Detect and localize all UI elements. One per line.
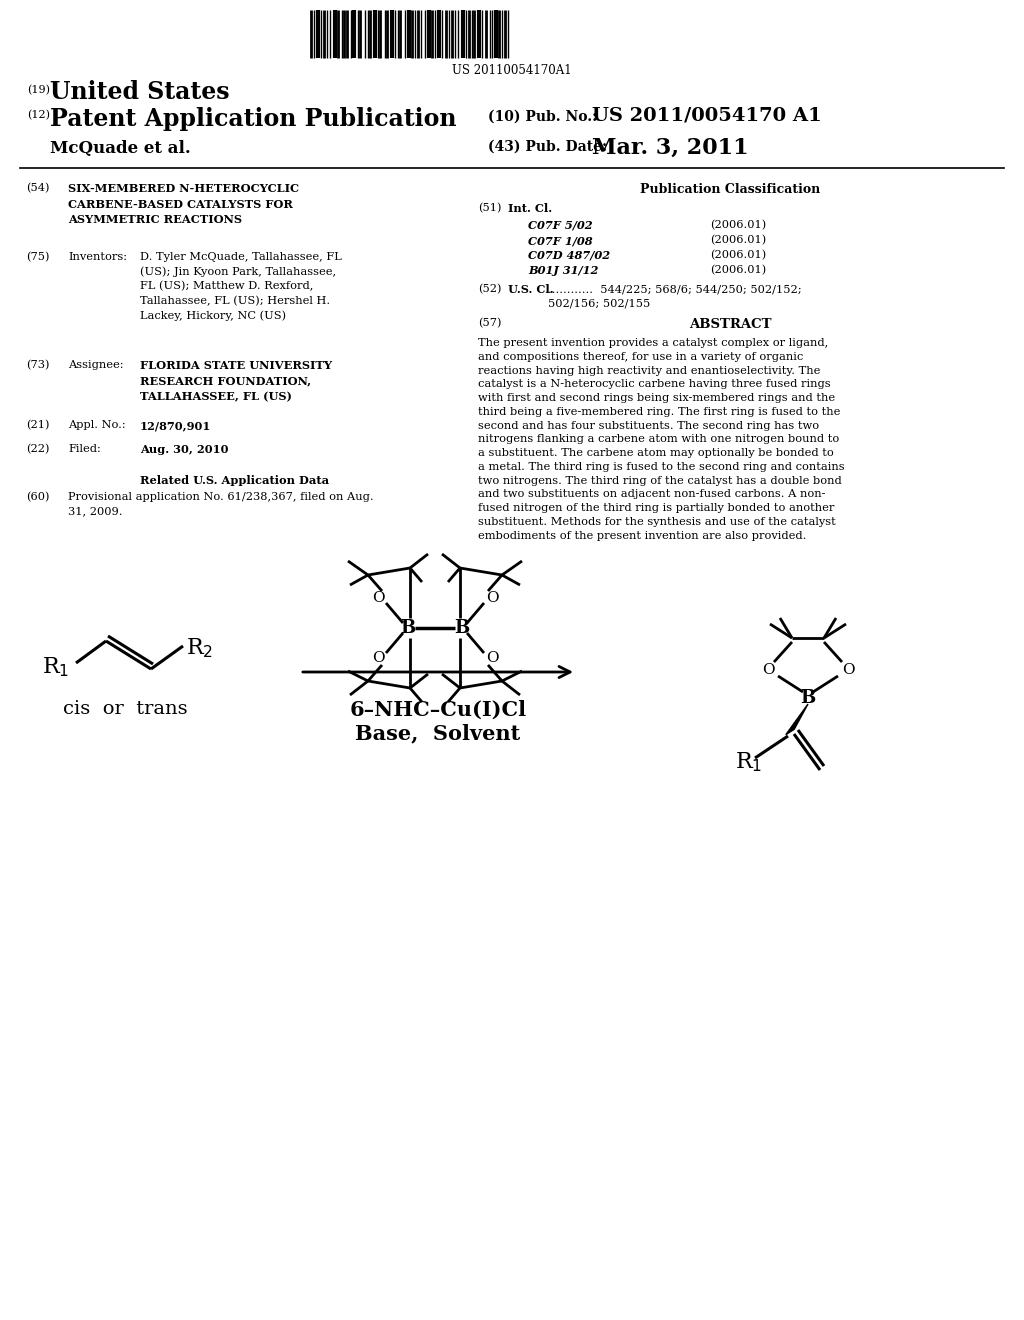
Text: B: B [801,689,816,708]
Text: O: O [485,591,499,605]
Text: (54): (54) [26,183,49,193]
Text: O: O [372,591,384,605]
Text: Int. Cl.: Int. Cl. [508,203,552,214]
Text: O: O [485,651,499,665]
Text: SIX-MEMBERED N-HETEROCYCLIC
CARBENE-BASED CATALYSTS FOR
ASYMMETRIC REACTIONS: SIX-MEMBERED N-HETEROCYCLIC CARBENE-BASE… [68,183,299,224]
Text: Publication Classification: Publication Classification [640,183,820,195]
Text: C07D 487/02: C07D 487/02 [528,249,610,261]
Text: ABSTRACT: ABSTRACT [689,318,771,331]
Text: R$_1$: R$_1$ [735,750,762,774]
Text: (52): (52) [478,284,502,294]
Text: (21): (21) [26,420,49,430]
Text: (22): (22) [26,444,49,454]
Text: (19): (19) [27,84,50,95]
Text: cis  or  trans: cis or trans [62,700,187,718]
Text: C07F 1/08: C07F 1/08 [528,235,593,246]
Text: O: O [372,651,384,665]
Text: D. Tyler McQuade, Tallahassee, FL
(US); Jin Kyoon Park, Tallahassee,
FL (US); Ma: D. Tyler McQuade, Tallahassee, FL (US); … [140,252,342,321]
Text: Filed:: Filed: [68,444,100,454]
Text: (75): (75) [26,252,49,263]
Text: Mar. 3, 2011: Mar. 3, 2011 [592,137,749,158]
Text: (73): (73) [26,360,49,371]
Text: The present invention provides a catalyst complex or ligand,
and compositions th: The present invention provides a catalys… [478,338,845,541]
Text: McQuade et al.: McQuade et al. [50,140,190,157]
Text: Patent Application Publication: Patent Application Publication [50,107,457,131]
Text: United States: United States [50,81,229,104]
Text: B: B [400,619,416,638]
Text: B01J 31/12: B01J 31/12 [528,265,598,276]
Text: (57): (57) [478,318,502,329]
Text: O: O [842,663,854,677]
Text: 6–NHC–Cu(I)Cl: 6–NHC–Cu(I)Cl [349,700,526,719]
Text: (60): (60) [26,492,49,503]
Text: (12): (12) [27,110,50,120]
Text: (10) Pub. No.:: (10) Pub. No.: [488,110,597,124]
Text: Inventors:: Inventors: [68,252,127,261]
Text: Provisional application No. 61/238,367, filed on Aug.
31, 2009.: Provisional application No. 61/238,367, … [68,492,374,516]
Polygon shape [785,704,808,735]
Text: R$_2$: R$_2$ [186,636,213,660]
Text: (2006.01): (2006.01) [710,265,766,276]
Text: (2006.01): (2006.01) [710,249,766,260]
Text: US 2011/0054170 A1: US 2011/0054170 A1 [592,107,821,125]
Text: Related U.S. Application Data: Related U.S. Application Data [140,475,330,486]
Text: U.S. Cl.: U.S. Cl. [508,284,554,294]
Text: Base,  Solvent: Base, Solvent [355,723,520,743]
Text: Appl. No.:: Appl. No.: [68,420,126,430]
Text: (2006.01): (2006.01) [710,235,766,246]
Text: B: B [455,619,470,638]
Text: 12/870,901: 12/870,901 [140,420,211,432]
Text: US 20110054170A1: US 20110054170A1 [453,63,571,77]
Text: Assignee:: Assignee: [68,360,124,370]
Text: (51): (51) [478,203,502,214]
Text: R$_1$: R$_1$ [42,655,70,678]
Text: (43) Pub. Date:: (43) Pub. Date: [488,140,607,154]
Text: (2006.01): (2006.01) [710,220,766,230]
Text: O: O [762,663,774,677]
Text: FLORIDA STATE UNIVERSITY
RESEARCH FOUNDATION,
TALLAHASSEE, FL (US): FLORIDA STATE UNIVERSITY RESEARCH FOUNDA… [140,360,332,403]
Text: ............  544/225; 568/6; 544/250; 502/152;
502/156; 502/155: ............ 544/225; 568/6; 544/250; 50… [548,284,802,308]
Text: C07F 5/02: C07F 5/02 [528,220,593,231]
Text: Aug. 30, 2010: Aug. 30, 2010 [140,444,228,455]
